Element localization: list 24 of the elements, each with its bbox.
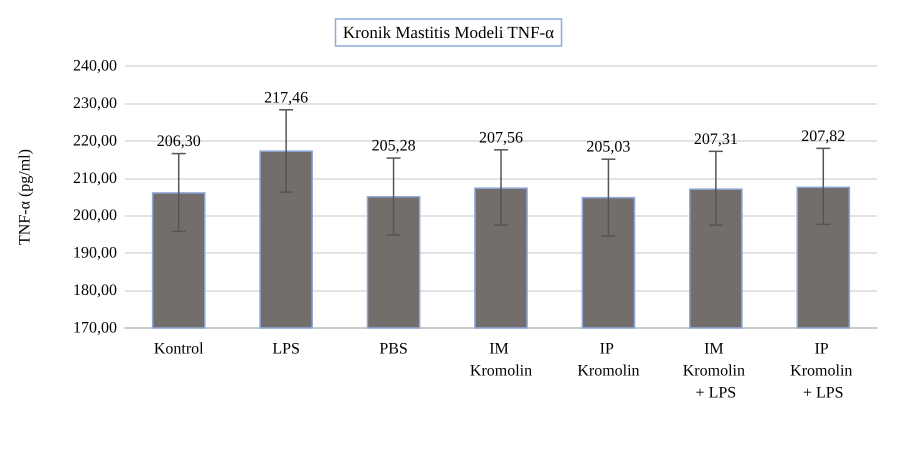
data-label: 205,03 xyxy=(586,138,630,156)
data-label: 207,82 xyxy=(801,128,846,145)
data-label: 217,46 xyxy=(264,89,308,106)
y-tick-label: 220,00 xyxy=(73,132,117,150)
y-tick-label: 240,00 xyxy=(73,58,117,74)
data-label: 207,56 xyxy=(479,129,523,146)
y-tick-label: 190,00 xyxy=(73,244,117,262)
x-tick-label: LPS xyxy=(272,340,300,358)
x-tick-label: IM Kromolin xyxy=(470,340,532,380)
x-tick-label: PBS xyxy=(379,340,408,358)
x-tick-label: IP Kromolin + LPS xyxy=(790,340,856,402)
y-tick-label: 170,00 xyxy=(73,320,117,336)
y-tick-label: 200,00 xyxy=(73,207,117,224)
y-tick-label: 180,00 xyxy=(73,282,117,300)
data-label: 206,30 xyxy=(156,133,201,150)
chart-title: Kronik Mastitis Modeli TNF-α xyxy=(342,23,554,42)
data-label: 207,31 xyxy=(694,130,738,148)
x-tick-label: IP Kromolin xyxy=(577,340,640,380)
data-label: 205,28 xyxy=(372,138,416,155)
y-tick-label: 230,00 xyxy=(73,94,117,112)
x-tick-label: Kontrol xyxy=(154,340,204,358)
y-axis-title: TNF-α (pg/ml) xyxy=(16,149,34,245)
x-tick-label: IM Kromolin + LPS xyxy=(682,340,749,402)
y-tick-label: 210,00 xyxy=(73,170,117,187)
